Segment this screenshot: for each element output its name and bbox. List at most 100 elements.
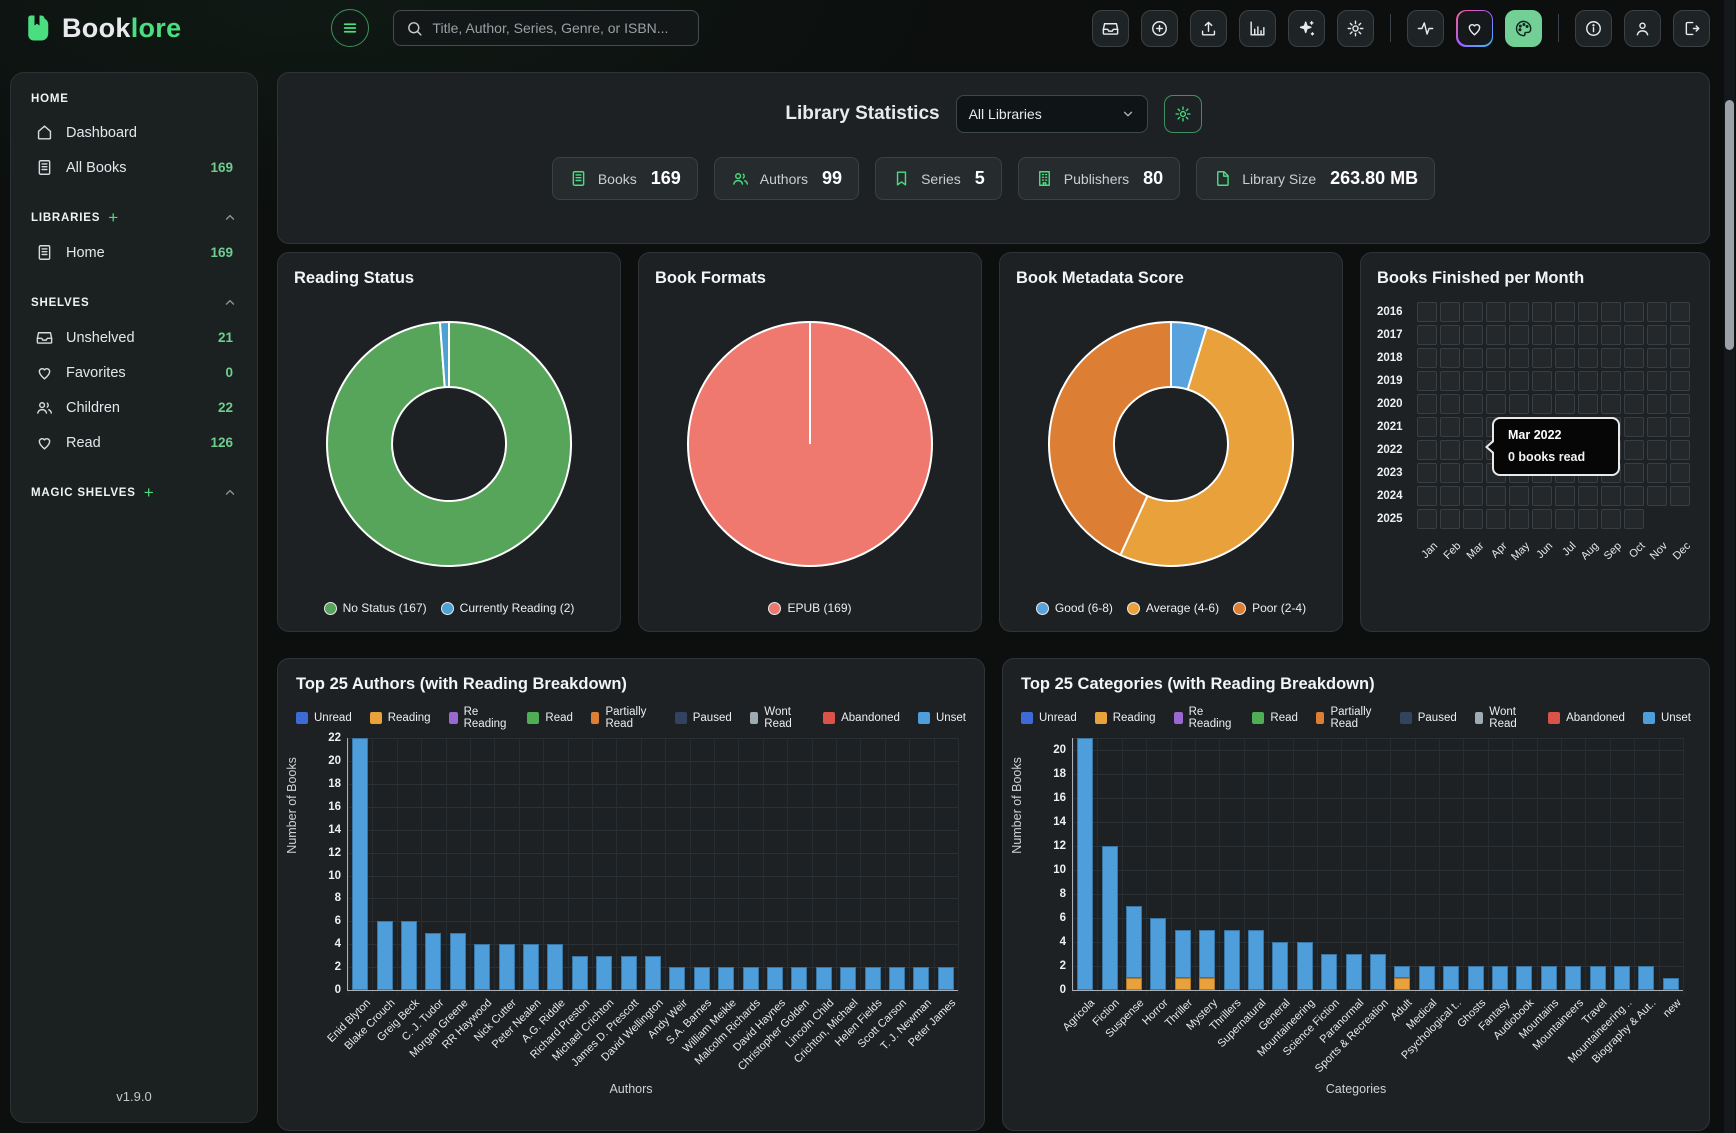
legend-item[interactable]: Read	[527, 706, 573, 730]
heatmap-cell[interactable]	[1601, 325, 1621, 345]
library-selector[interactable]: All Libraries	[956, 95, 1148, 133]
bar[interactable]	[1614, 738, 1630, 990]
bar[interactable]	[1443, 738, 1459, 990]
heatmap-cell[interactable]	[1624, 509, 1644, 529]
heatmap-cell[interactable]	[1578, 325, 1598, 345]
sidebar-item-children[interactable]: Children 22	[25, 390, 243, 425]
heatmap-cell[interactable]	[1463, 486, 1483, 506]
heatmap-cell[interactable]	[1509, 509, 1529, 529]
heatmap-cell[interactable]	[1509, 371, 1529, 391]
heatmap-cell[interactable]	[1486, 509, 1506, 529]
sparkles-button[interactable]	[1288, 10, 1325, 47]
heatmap-cell[interactable]	[1624, 417, 1644, 437]
bar[interactable]	[889, 738, 905, 990]
heatmap-cell[interactable]	[1440, 417, 1460, 437]
inbox-button[interactable]	[1092, 10, 1129, 47]
bar[interactable]	[596, 738, 612, 990]
sidebar-item-favorites[interactable]: Favorites 0	[25, 355, 243, 390]
heatmap-cell[interactable]	[1555, 371, 1575, 391]
heatmap-cell[interactable]	[1463, 371, 1483, 391]
heatmap-cell[interactable]	[1463, 463, 1483, 483]
scrollbar-thumb[interactable]	[1725, 100, 1734, 350]
sidebar-item-home[interactable]: Home 169	[25, 235, 243, 270]
heatmap-cell[interactable]	[1555, 325, 1575, 345]
heatmap-cell[interactable]	[1601, 302, 1621, 322]
bar[interactable]	[1419, 738, 1435, 990]
bar[interactable]	[865, 738, 881, 990]
bar[interactable]	[1077, 738, 1093, 990]
heatmap-cell[interactable]	[1440, 463, 1460, 483]
heatmap-grid[interactable]: 2016 2017 2018 2019 2020 2021 2022 2023 …	[1377, 302, 1693, 532]
heatmap-cell[interactable]	[1532, 348, 1552, 368]
upload-button[interactable]	[1190, 10, 1227, 47]
logout-button[interactable]	[1673, 10, 1710, 47]
heatmap-cell[interactable]	[1670, 440, 1690, 460]
bar[interactable]	[840, 738, 856, 990]
bar[interactable]	[1370, 738, 1386, 990]
heatmap-cell[interactable]	[1555, 348, 1575, 368]
gear-button[interactable]	[1337, 10, 1374, 47]
bar[interactable]	[377, 738, 393, 990]
heatmap-cell[interactable]	[1417, 348, 1437, 368]
legend-item[interactable]: Average (4-6)	[1127, 601, 1219, 615]
bar[interactable]	[621, 738, 637, 990]
heatmap-cell[interactable]	[1601, 394, 1621, 414]
legend-item[interactable]: Paused	[675, 706, 732, 730]
heatmap-cell[interactable]	[1647, 348, 1667, 368]
reading-status-chart[interactable]	[321, 316, 577, 572]
bar[interactable]	[645, 738, 661, 990]
legend-item[interactable]: Abandoned	[1548, 706, 1625, 730]
heatmap-cell[interactable]	[1463, 325, 1483, 345]
heatmap-cell[interactable]	[1624, 463, 1644, 483]
heatmap-cell[interactable]	[1670, 371, 1690, 391]
heatmap-cell[interactable]	[1417, 325, 1437, 345]
legend-item[interactable]: Partially Read	[1316, 706, 1382, 730]
heatmap-cell[interactable]	[1440, 348, 1460, 368]
app-logo[interactable]: Booklore	[22, 13, 181, 44]
legend-item[interactable]: Partially Read	[591, 706, 657, 730]
heatmap-cell[interactable]	[1417, 509, 1437, 529]
legend-item[interactable]: Unset	[1643, 706, 1691, 730]
heatmap-cell[interactable]	[1578, 371, 1598, 391]
heatmap-cell[interactable]	[1670, 394, 1690, 414]
bar[interactable]	[1321, 738, 1337, 990]
heatmap-cell[interactable]	[1417, 302, 1437, 322]
bar[interactable]	[1102, 738, 1118, 990]
heatmap-cell[interactable]	[1670, 486, 1690, 506]
search-input[interactable]	[432, 20, 686, 36]
bar-plot-area[interactable]: 02468101214161820	[1073, 738, 1683, 990]
book-metadata-score-chart[interactable]	[1043, 316, 1299, 572]
sidebar-item-unshelved[interactable]: Unshelved 21	[25, 320, 243, 355]
bar[interactable]	[913, 738, 929, 990]
bar[interactable]	[499, 738, 515, 990]
bar[interactable]	[1224, 738, 1240, 990]
plus-circle-button[interactable]	[1141, 10, 1178, 47]
heatmap-cell[interactable]	[1670, 302, 1690, 322]
heatmap-cell[interactable]	[1440, 302, 1460, 322]
heatmap-cell[interactable]	[1417, 394, 1437, 414]
heatmap-cell[interactable]	[1578, 509, 1598, 529]
bar[interactable]	[1394, 738, 1410, 990]
bar[interactable]	[425, 738, 441, 990]
heatmap-cell[interactable]	[1440, 325, 1460, 345]
heatmap-cell[interactable]	[1463, 394, 1483, 414]
heatmap-cell[interactable]	[1440, 509, 1460, 529]
bar[interactable]	[1248, 738, 1264, 990]
heatmap-cell[interactable]	[1509, 325, 1529, 345]
bar[interactable]	[669, 738, 685, 990]
heatmap-cell[interactable]	[1486, 302, 1506, 322]
heatmap-cell[interactable]	[1624, 371, 1644, 391]
legend-item[interactable]: Reading	[1095, 706, 1156, 730]
bar[interactable]	[547, 738, 563, 990]
bar[interactable]	[352, 738, 368, 990]
heart-button[interactable]	[1456, 10, 1493, 47]
chevron-up-icon[interactable]	[223, 211, 237, 225]
add-icon[interactable]: +	[108, 213, 119, 223]
heatmap-cell[interactable]	[1647, 325, 1667, 345]
bar[interactable]	[938, 738, 954, 990]
bar[interactable]	[1126, 738, 1142, 990]
book-formats-chart[interactable]	[682, 316, 938, 572]
bar[interactable]	[767, 738, 783, 990]
sidebar-toggle-button[interactable]	[331, 9, 369, 47]
heatmap-cell[interactable]	[1486, 394, 1506, 414]
